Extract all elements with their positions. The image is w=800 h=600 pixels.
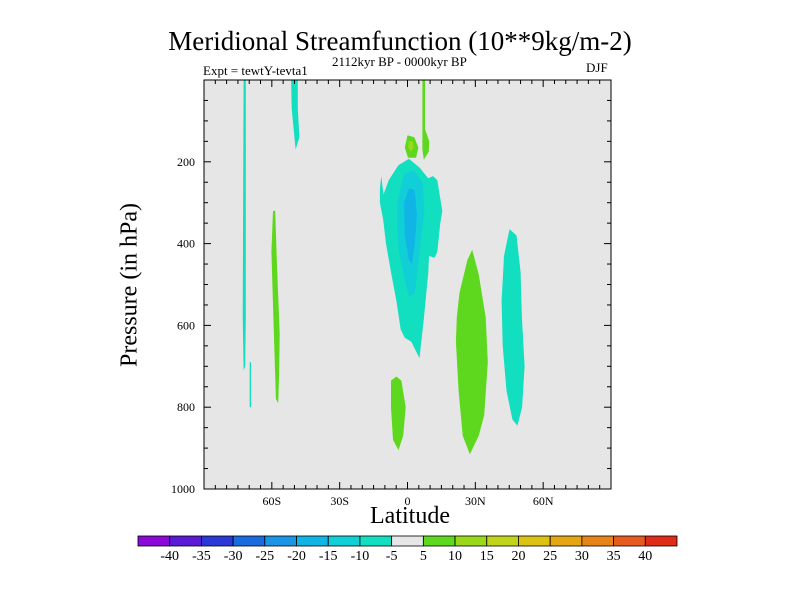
colorbar-swatch-13: [518, 535, 551, 547]
colorbar-swatch-12: [486, 535, 519, 547]
colorbar-label: -35: [192, 549, 211, 564]
colorbar-label: -25: [255, 549, 274, 564]
colorbar-swatch-16: [613, 535, 646, 547]
x-tick-label: 0: [405, 494, 411, 508]
x-tick-label: 30S: [330, 494, 349, 508]
y-tick-label: 400: [177, 237, 195, 251]
x-tick-label: 30N: [465, 494, 486, 508]
colorbar-swatch-9: [391, 535, 424, 547]
colorbar-swatch-4: [232, 535, 266, 547]
colorbar-label: -5: [386, 549, 398, 564]
chart-title: Meridional Streamfunction (10**9kg/m-2): [168, 26, 632, 56]
y-tick-label: 600: [177, 318, 195, 332]
colorbar-swatch-14: [549, 535, 583, 547]
colorbar-swatch-3: [201, 535, 234, 547]
experiment-label: Expt = tewtY-tevta1: [203, 63, 308, 78]
season-label: DJF: [586, 60, 608, 75]
colorbar-label: -10: [351, 549, 370, 564]
colorbar-swatch-6: [296, 535, 329, 547]
y-tick-label: 1000: [171, 482, 195, 496]
colorbar-swatch-1: [137, 535, 171, 547]
colorbar-label: -30: [224, 549, 243, 564]
colorbar-swatch-2: [169, 535, 202, 547]
colorbar-swatch-7: [327, 535, 361, 547]
contour-region-4: [271, 210, 280, 404]
colorbar-label: 15: [480, 549, 494, 564]
colorbar-swatch-15: [581, 535, 614, 547]
colorbar-label: 35: [607, 549, 621, 564]
contour-region-3: [291, 80, 300, 150]
colorbar-label: 20: [511, 549, 525, 564]
colorbar-label: -20: [287, 549, 306, 564]
colorbar-label: 25: [543, 549, 557, 564]
contour-region-11: [391, 376, 406, 451]
contour-region-5: [422, 80, 430, 160]
contour-region-2: [249, 362, 251, 408]
x-tick-label: 60N: [533, 494, 554, 508]
y-tick-label: 800: [177, 400, 195, 414]
colorbar-label: 40: [638, 549, 652, 564]
colorbar-label: -15: [319, 549, 338, 564]
y-tick-label: 200: [177, 155, 195, 169]
contour-region-10: [404, 188, 417, 265]
contour-region-12: [455, 249, 488, 455]
x-tick-label: 60S: [262, 494, 281, 508]
contour-region-7: [408, 141, 414, 152]
colorbar-swatch-11: [454, 535, 488, 547]
x-axis-label: Latitude: [370, 503, 450, 529]
colorbar-swatch-8: [359, 535, 393, 547]
colorbar-label: 5: [420, 549, 427, 564]
colorbar-swatch-10: [422, 535, 456, 547]
colorbar-swatch-17: [644, 535, 678, 547]
colorbar-label: -40: [160, 549, 179, 564]
contour-region-13: [501, 229, 525, 426]
colorbar-label: 30: [575, 549, 589, 564]
period-label: 2112kyr BP - 0000kyr BP: [332, 54, 467, 69]
colorbar-label: 10: [448, 549, 462, 564]
contour-region-1: [242, 80, 246, 371]
colorbar-swatch-5: [264, 535, 297, 547]
